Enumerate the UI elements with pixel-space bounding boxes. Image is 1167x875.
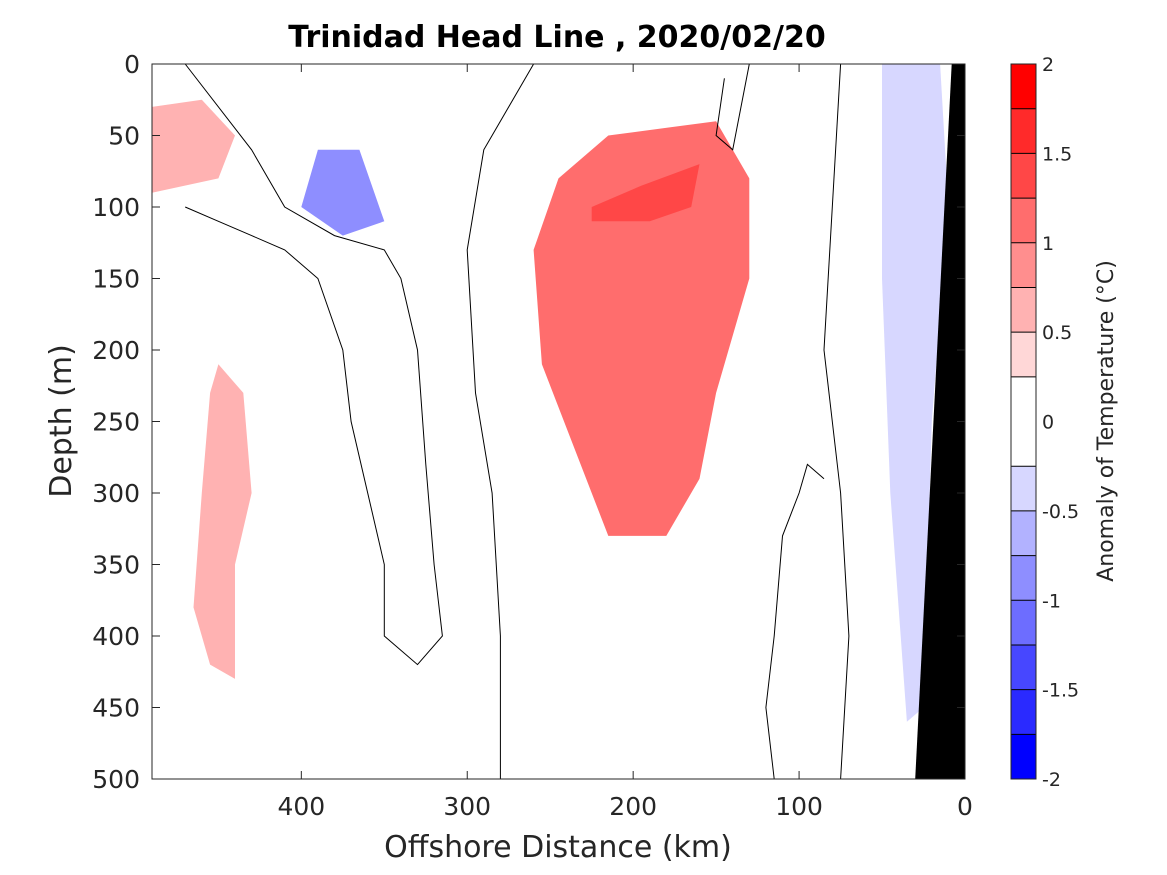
colorbar-band (1011, 198, 1036, 243)
colorbar-band (1011, 734, 1036, 779)
colorbar-band (1011, 109, 1036, 154)
y-tick-label: 150 (92, 265, 140, 294)
x-axis-label: Offshore Distance (km) (384, 830, 732, 865)
y-tick-label: 500 (92, 765, 140, 794)
x-tick-label: 0 (957, 792, 973, 821)
y-tick-label: 350 (92, 551, 140, 580)
colorbar-tick-label: -2 (1042, 769, 1061, 791)
colorbar-band (1011, 377, 1036, 466)
colorbar: 2 1.5 1 0.5 0 -0.5 -1 -1.5 -2 Anomaly of Tempera… (1011, 54, 1119, 791)
y-tick-label: 200 (92, 336, 140, 365)
x-tick-label: 200 (609, 792, 657, 821)
colorbar-tick-label: 0 (1042, 412, 1054, 434)
colorbar-tick-label: -0.5 (1042, 501, 1079, 523)
y-tick-label: 300 (92, 479, 140, 508)
colorbar-band (1011, 243, 1036, 288)
colorbar-tick-label: 1.5 (1042, 143, 1072, 165)
colorbar-label: Anomaly of Temperature (°C) (1094, 260, 1119, 582)
y-axis-label: Depth (m) (44, 344, 79, 498)
colorbar-band (1011, 64, 1036, 109)
x-tick-label: 400 (277, 792, 325, 821)
y-tick-label: 250 (92, 408, 140, 437)
colorbar-band (1011, 153, 1036, 198)
colorbar-ticks: 2 1.5 1 0.5 0 -0.5 -1 -1.5 -2 (1042, 54, 1079, 791)
colorbar-band (1011, 556, 1036, 601)
y-tick-label: 400 (92, 622, 140, 651)
plot-area: 400 300 200 100 0 0 50 100 150 200 250 300 350 400 45… (92, 50, 973, 821)
colorbar-tick-label: 0.5 (1042, 322, 1072, 344)
colorbar-tick-label: 2 (1042, 54, 1054, 76)
y-tick-label: 450 (92, 694, 140, 723)
colorbar-band (1011, 287, 1036, 332)
y-tick-label: 100 (92, 193, 140, 222)
colorbar-tick-label: -1.5 (1042, 680, 1079, 702)
colorbar-bands (1011, 64, 1036, 779)
x-tick-label: 300 (443, 792, 491, 821)
colorbar-band (1011, 600, 1036, 645)
y-tick-label: 0 (124, 50, 140, 79)
colorbar-band (1011, 466, 1036, 511)
plot-background (152, 64, 965, 779)
colorbar-band (1011, 690, 1036, 735)
colorbar-band (1011, 511, 1036, 556)
colorbar-tick-label: 1 (1042, 233, 1054, 255)
colorbar-band (1011, 332, 1036, 377)
colorbar-tick-label: -1 (1042, 590, 1061, 612)
y-tick-label: 50 (108, 122, 140, 151)
chart-title: Trinidad Head Line , 2020/02/20 (288, 20, 825, 55)
x-tick-label: 100 (775, 792, 823, 821)
colorbar-band (1011, 645, 1036, 690)
